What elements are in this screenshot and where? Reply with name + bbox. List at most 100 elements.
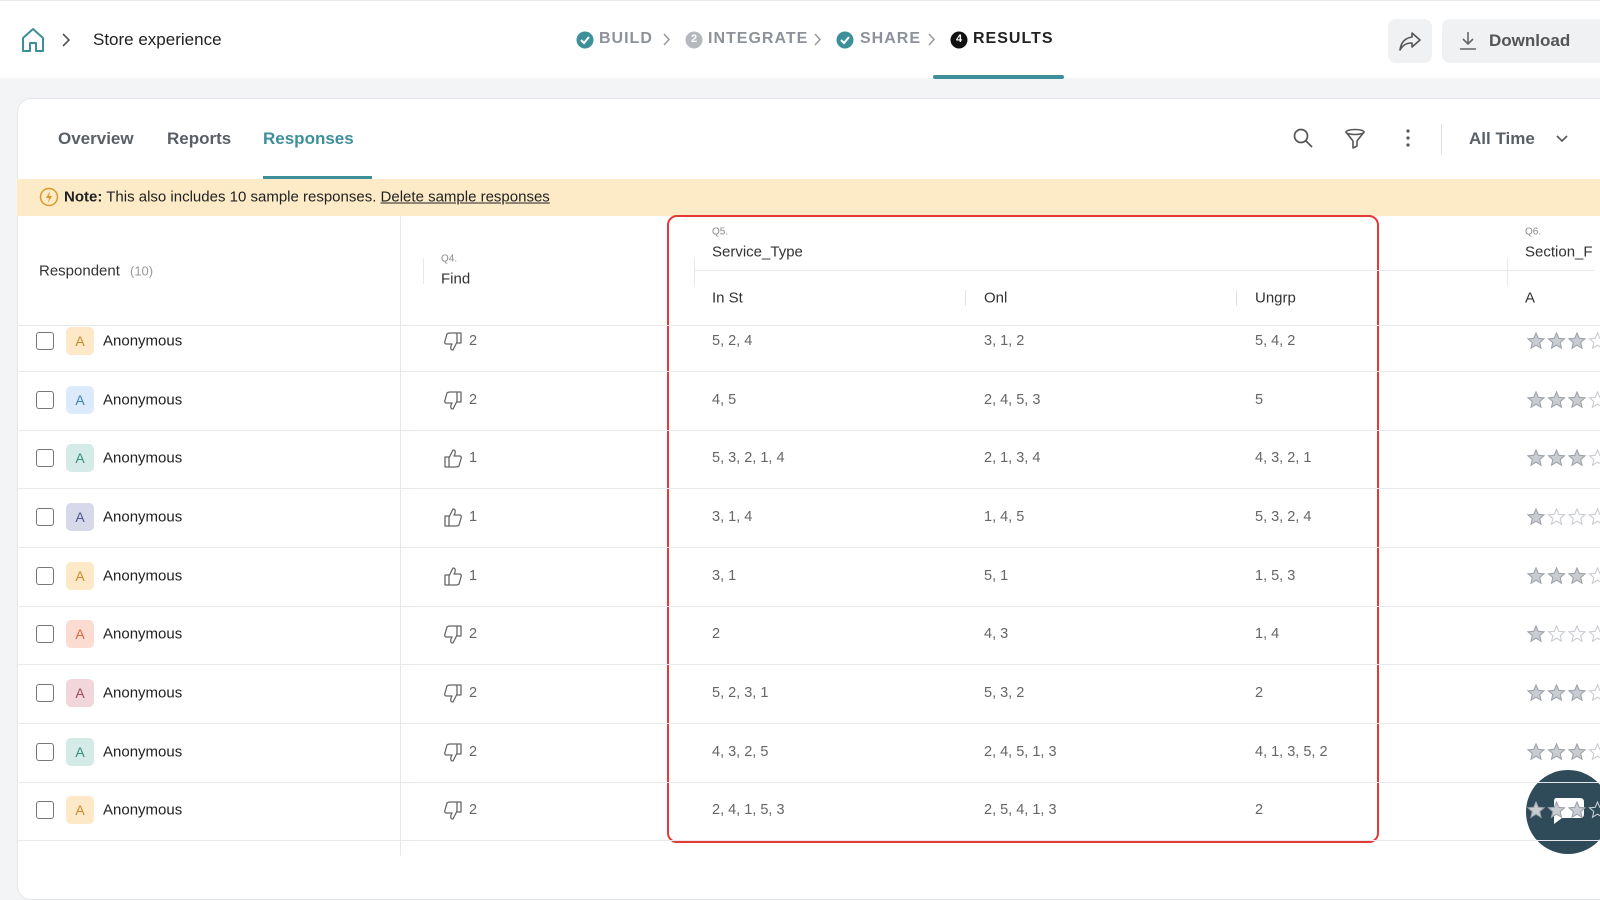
- filter-icon[interactable]: [1344, 128, 1366, 150]
- download-button[interactable]: Download: [1442, 19, 1600, 63]
- question-number: Q6.: [1525, 227, 1541, 238]
- star: [1528, 333, 1544, 348]
- find-value: 2: [469, 685, 477, 701]
- step-label[interactable]: RESULTS: [973, 30, 1053, 48]
- step-circle: [837, 32, 854, 49]
- option-title: Ungrp: [1255, 290, 1296, 307]
- respondent-name[interactable]: Anonymous: [103, 567, 182, 584]
- star-rating: [1527, 684, 1600, 702]
- delete-sample-link[interactable]: Delete sample responses: [381, 189, 550, 206]
- service-type-value: 2, 4, 5, 1, 3: [984, 744, 1057, 760]
- step-icon: [836, 31, 854, 49]
- home-icon[interactable]: [21, 27, 45, 53]
- thumb-icon: [443, 566, 463, 586]
- star: [1549, 509, 1565, 524]
- tab[interactable]: Reports: [167, 129, 231, 149]
- tab[interactable]: Overview: [58, 129, 134, 149]
- star-rating: [1527, 625, 1600, 643]
- star: [1528, 802, 1544, 817]
- row-line: [17, 723, 1600, 724]
- row-checkbox[interactable]: [36, 801, 54, 819]
- avatar: A: [66, 386, 94, 414]
- respondent-name[interactable]: Anonymous: [103, 391, 182, 408]
- star-rating: [1527, 743, 1600, 761]
- question-title: Section_F: [1525, 244, 1593, 261]
- row-checkbox[interactable]: [36, 332, 54, 350]
- star: [1528, 568, 1544, 583]
- respondent-count: (10): [130, 264, 153, 279]
- star: [1590, 568, 1600, 583]
- chevron-path: [929, 34, 934, 45]
- star: [1549, 744, 1565, 759]
- time-filter[interactable]: All Time: [1469, 129, 1535, 149]
- respondent-name[interactable]: Anonymous: [103, 802, 182, 819]
- thumb-down: [445, 685, 461, 702]
- avatar: A: [66, 444, 94, 472]
- respondent-title: Respondent: [39, 263, 120, 280]
- active-step-underline: [933, 75, 1064, 79]
- thumb-down: [445, 392, 461, 409]
- row-line: [17, 840, 1600, 841]
- star: [1528, 626, 1544, 641]
- service-type-value: 2, 4, 5, 3: [984, 392, 1040, 408]
- star: [1590, 626, 1600, 641]
- thumb-icon: [443, 507, 463, 527]
- thumb-icon: [443, 742, 463, 762]
- star: [1590, 392, 1600, 407]
- find-value: 2: [469, 392, 477, 408]
- respondent-name[interactable]: Anonymous: [103, 450, 182, 467]
- q4-divider: [423, 258, 424, 284]
- star-rating: [1527, 508, 1600, 526]
- row-line: [17, 371, 1600, 372]
- row-checkbox[interactable]: [36, 449, 54, 467]
- step-label[interactable]: BUILD: [599, 30, 653, 48]
- avatar: A: [66, 562, 94, 590]
- service-type-value: 5, 3, 2, 4: [1255, 509, 1311, 525]
- service-type-value: 5, 3, 2: [984, 685, 1024, 701]
- breadcrumb[interactable]: Store experience: [93, 30, 222, 50]
- step-circle: [577, 32, 594, 49]
- star: [1549, 685, 1565, 700]
- respondent-name[interactable]: Anonymous: [103, 508, 182, 525]
- star: [1569, 333, 1585, 348]
- tab[interactable]: Responses: [263, 129, 354, 149]
- service-type-value: 5, 1: [984, 568, 1008, 584]
- row-checkbox[interactable]: [36, 743, 54, 761]
- note-bar: Note: This also includes 10 sample respo…: [17, 179, 1600, 216]
- star: [1528, 744, 1544, 759]
- share-button[interactable]: [1388, 19, 1432, 63]
- thumb-up: [445, 509, 461, 526]
- row-checkbox[interactable]: [36, 625, 54, 643]
- find-value: 1: [469, 509, 477, 525]
- find-value: 2: [469, 744, 477, 760]
- star: [1590, 685, 1600, 700]
- find-value: 2: [469, 802, 477, 818]
- step-label[interactable]: SHARE: [860, 30, 921, 48]
- row-checkbox[interactable]: [36, 391, 54, 409]
- respondent-name[interactable]: Anonymous: [103, 743, 182, 760]
- more-icon[interactable]: [1406, 129, 1410, 147]
- find-value: 2: [469, 626, 477, 642]
- row-checkbox[interactable]: [36, 508, 54, 526]
- option-title: Onl: [984, 290, 1007, 307]
- star: [1590, 802, 1600, 817]
- star: [1569, 685, 1585, 700]
- group-line: [694, 270, 1594, 271]
- row-checkbox[interactable]: [36, 684, 54, 702]
- service-type-value: 4, 3, 2, 5: [712, 744, 768, 760]
- service-type-value: 1, 4: [1255, 626, 1279, 642]
- respondent-name[interactable]: Anonymous: [103, 684, 182, 701]
- star: [1569, 744, 1585, 759]
- thumb-icon: [443, 448, 463, 468]
- search-icon[interactable]: [1293, 128, 1313, 148]
- page: Responses {"header": {"breadcrumb": "Sto…: [0, 0, 1600, 848]
- respondent-name[interactable]: Anonymous: [103, 626, 182, 643]
- star: [1590, 333, 1600, 348]
- step-label[interactable]: INTEGRATE: [708, 30, 808, 48]
- respondent-name[interactable]: Anonymous: [103, 333, 182, 350]
- group-divider: [694, 258, 695, 286]
- service-type-value: 5, 4, 2: [1255, 333, 1295, 349]
- service-type-value: 4, 5: [712, 392, 736, 408]
- row-checkbox[interactable]: [36, 567, 54, 585]
- share-icon: [1399, 31, 1421, 51]
